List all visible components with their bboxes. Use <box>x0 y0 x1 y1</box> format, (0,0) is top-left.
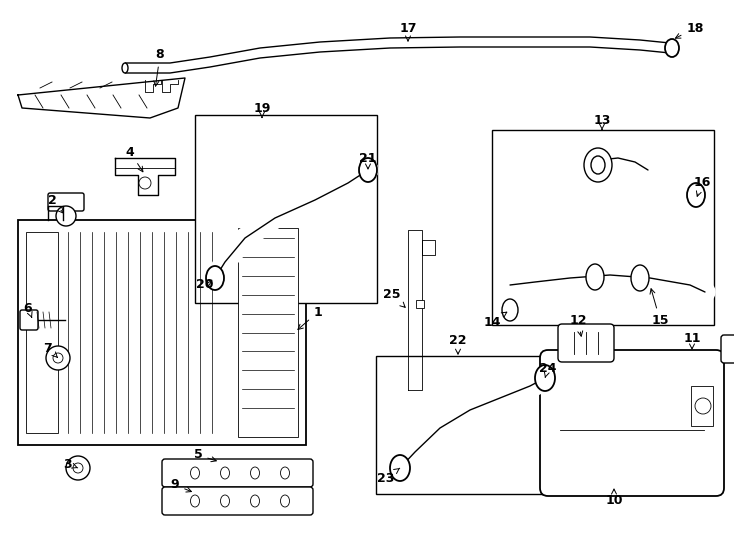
Ellipse shape <box>535 365 555 391</box>
Ellipse shape <box>665 39 679 57</box>
Circle shape <box>56 206 76 226</box>
Ellipse shape <box>191 495 200 507</box>
Text: 12: 12 <box>570 314 586 336</box>
Ellipse shape <box>280 495 289 507</box>
Polygon shape <box>125 37 670 73</box>
Text: 9: 9 <box>171 478 192 492</box>
Polygon shape <box>18 78 185 118</box>
Circle shape <box>139 177 151 189</box>
Ellipse shape <box>591 156 605 174</box>
FancyBboxPatch shape <box>162 459 313 487</box>
FancyBboxPatch shape <box>540 350 724 496</box>
Bar <box>18 220 306 445</box>
Text: 10: 10 <box>606 489 622 507</box>
Ellipse shape <box>586 264 604 290</box>
Text: 2: 2 <box>48 193 63 213</box>
Ellipse shape <box>687 183 705 207</box>
Circle shape <box>53 353 63 363</box>
Text: 18: 18 <box>675 22 704 38</box>
Text: 11: 11 <box>683 332 701 349</box>
Text: 15: 15 <box>650 289 669 327</box>
Ellipse shape <box>390 455 410 481</box>
Ellipse shape <box>206 266 224 290</box>
Text: 6: 6 <box>23 301 32 318</box>
Bar <box>492 130 714 325</box>
Text: 21: 21 <box>359 152 377 169</box>
FancyBboxPatch shape <box>162 487 313 515</box>
Text: 23: 23 <box>377 468 400 484</box>
Bar <box>416 300 424 308</box>
Text: 19: 19 <box>253 102 271 117</box>
Polygon shape <box>115 158 175 195</box>
Ellipse shape <box>631 265 649 291</box>
FancyBboxPatch shape <box>20 310 38 330</box>
FancyBboxPatch shape <box>48 193 84 211</box>
Ellipse shape <box>280 467 289 479</box>
Text: 7: 7 <box>43 341 57 357</box>
Circle shape <box>66 456 90 480</box>
Text: 3: 3 <box>64 457 78 470</box>
FancyBboxPatch shape <box>558 324 614 362</box>
Polygon shape <box>408 230 435 390</box>
Text: 14: 14 <box>483 312 506 328</box>
Ellipse shape <box>250 495 260 507</box>
Text: 22: 22 <box>449 334 467 354</box>
Ellipse shape <box>359 158 377 182</box>
Ellipse shape <box>220 467 230 479</box>
Bar <box>238 228 298 437</box>
Bar <box>195 115 377 303</box>
Text: 20: 20 <box>196 279 214 292</box>
Circle shape <box>73 463 83 473</box>
Text: 5: 5 <box>194 449 217 462</box>
Text: 25: 25 <box>383 288 405 307</box>
Ellipse shape <box>220 495 230 507</box>
Bar <box>691 386 713 426</box>
Text: 13: 13 <box>593 113 611 130</box>
FancyBboxPatch shape <box>721 335 734 363</box>
Text: 16: 16 <box>694 176 711 197</box>
Text: 17: 17 <box>399 22 417 41</box>
Ellipse shape <box>250 467 260 479</box>
Circle shape <box>695 398 711 414</box>
Text: 8: 8 <box>154 49 164 86</box>
Ellipse shape <box>502 299 518 321</box>
Bar <box>26 232 58 433</box>
Ellipse shape <box>584 148 612 182</box>
Bar <box>376 356 551 494</box>
Text: 1: 1 <box>298 306 322 329</box>
Ellipse shape <box>122 63 128 73</box>
Ellipse shape <box>191 467 200 479</box>
Text: 4: 4 <box>126 145 143 172</box>
Circle shape <box>46 346 70 370</box>
Text: 24: 24 <box>539 361 557 377</box>
